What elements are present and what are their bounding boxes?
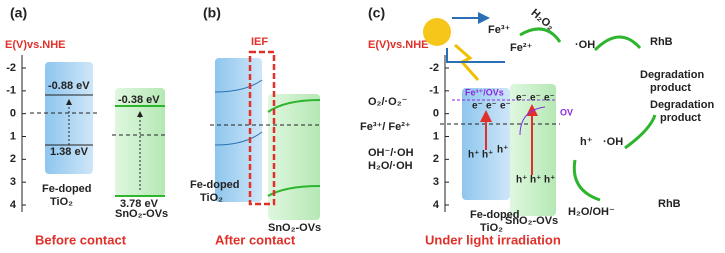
panel-c: (c) E(V)vs.NHE -2 -1 0 1 2 3 4 O₂/·O₂⁻ Fe³⁺/ F… bbox=[360, 5, 714, 248]
tick-label: -1 bbox=[6, 85, 16, 97]
material-label: TiO₂ bbox=[50, 196, 73, 208]
electron: e⁻ bbox=[486, 101, 497, 112]
material-label: Fe-doped bbox=[42, 183, 92, 195]
product: product bbox=[660, 112, 701, 124]
tick-label: -2 bbox=[6, 62, 16, 74]
species: H₂O/OH⁻ bbox=[568, 206, 615, 218]
ticks: -2 -1 0 1 2 3 4 bbox=[429, 62, 449, 211]
species: ·OH bbox=[603, 136, 623, 148]
caption: Under light irradiation bbox=[425, 232, 561, 247]
panel-label: (a) bbox=[10, 5, 27, 21]
potential-label: H₂O/·OH bbox=[368, 160, 413, 172]
hole: h⁺ bbox=[530, 175, 541, 186]
tick-label: 2 bbox=[433, 153, 439, 165]
tick-label: 4 bbox=[10, 199, 17, 211]
panel-label: (b) bbox=[203, 5, 221, 21]
electron: e⁻ bbox=[530, 93, 541, 104]
material-label: SnO₂-OVs bbox=[115, 208, 168, 220]
potential-label: Fe³⁺/ Fe²⁺ bbox=[360, 121, 411, 133]
species: Fe²⁺ bbox=[510, 42, 533, 54]
panel-label: (c) bbox=[368, 5, 385, 21]
defect-label: Fe³⁺/OVs bbox=[465, 87, 504, 97]
axis-title: E(V)vs.NHE bbox=[5, 39, 66, 51]
hole: h⁺ bbox=[482, 150, 493, 161]
product: product bbox=[650, 82, 691, 94]
material-label: Fe-doped bbox=[190, 179, 240, 191]
electron: e⁻ bbox=[472, 101, 483, 112]
reaction-arrow bbox=[595, 37, 640, 50]
electron: e⁻ bbox=[516, 93, 527, 104]
species: RhB bbox=[650, 36, 673, 48]
caption: After contact bbox=[215, 232, 296, 247]
arrow bbox=[447, 48, 505, 62]
tick-label: -1 bbox=[429, 85, 439, 97]
electron: e⁻ bbox=[544, 93, 555, 104]
energy-label: -0.38 eV bbox=[118, 94, 160, 106]
tick-label: -2 bbox=[429, 62, 439, 74]
product: Degradation bbox=[650, 99, 714, 111]
energy-label: 1.38 eV bbox=[50, 146, 89, 158]
tick-label: 4 bbox=[433, 199, 440, 211]
species: RhB bbox=[658, 198, 681, 210]
tick-label: 3 bbox=[433, 176, 439, 188]
tick-label: 2 bbox=[10, 153, 16, 165]
product: Degradation bbox=[640, 69, 704, 81]
hole: h⁺ bbox=[468, 150, 479, 161]
species: Fe³⁺ bbox=[488, 24, 511, 36]
species: ·OH bbox=[575, 39, 595, 51]
tick-label: 3 bbox=[10, 176, 16, 188]
sun bbox=[423, 18, 451, 46]
energy-label: -0.88 eV bbox=[48, 80, 90, 92]
figure: (a) E(V)vs.NHE -2 -1 0 1 2 3 4 -0.88 eV 1.38 e… bbox=[0, 0, 725, 253]
field-label: IEF bbox=[251, 36, 268, 48]
tick-label: 1 bbox=[10, 130, 16, 142]
tick-label: 1 bbox=[433, 130, 439, 142]
species: h⁺ bbox=[580, 136, 593, 148]
hole: h⁺ bbox=[516, 175, 527, 186]
potential-label: O₂/·O₂⁻ bbox=[368, 96, 408, 108]
reaction-arrow bbox=[625, 115, 655, 148]
potential-label: OH⁻/·OH bbox=[368, 147, 414, 159]
tick-label: 0 bbox=[10, 108, 16, 120]
vacancy-label: OV bbox=[560, 107, 573, 117]
ticks: -2 -1 0 1 2 3 4 bbox=[6, 62, 26, 211]
reaction-arrow bbox=[574, 160, 600, 200]
hole: h⁺ bbox=[544, 175, 555, 186]
electron: e⁻ bbox=[500, 101, 511, 112]
caption: Before contact bbox=[35, 232, 127, 247]
material-label: TiO₂ bbox=[200, 192, 223, 204]
panel-b: (b) IEF Fe-doped TiO₂ SnO₂-OVs After con… bbox=[190, 5, 322, 248]
tick-label: 0 bbox=[433, 108, 439, 120]
panel-a: (a) E(V)vs.NHE -2 -1 0 1 2 3 4 -0.88 eV 1.38 e… bbox=[5, 5, 168, 248]
band-box bbox=[268, 94, 320, 220]
reaction-arrow bbox=[520, 29, 560, 42]
hole: h⁺ bbox=[497, 145, 508, 156]
material-label: SnO₂-OVs bbox=[505, 215, 558, 227]
axis-title: E(V)vs.NHE bbox=[368, 39, 429, 51]
